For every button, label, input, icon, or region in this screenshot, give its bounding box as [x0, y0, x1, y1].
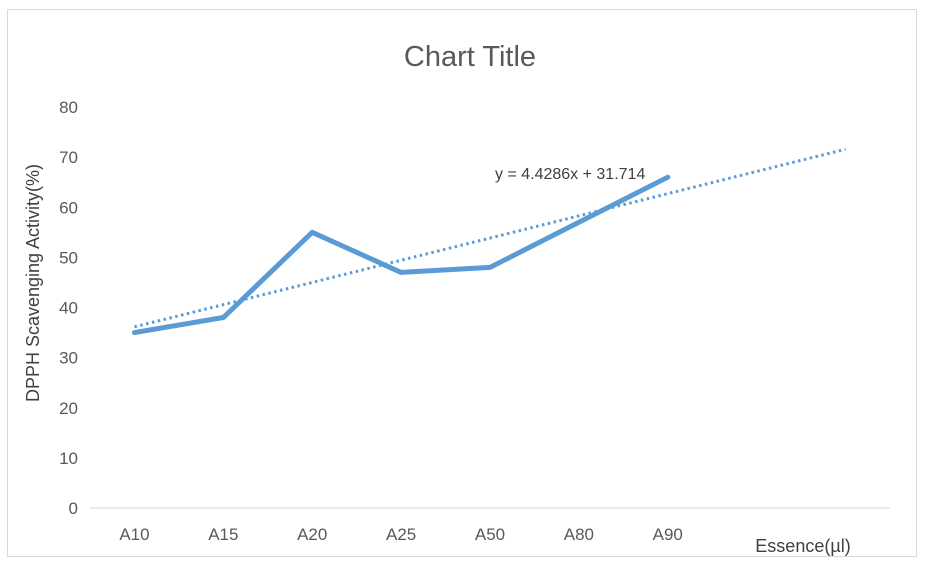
y-tick-label: 70 — [59, 148, 78, 167]
data-point — [133, 332, 135, 334]
trendline-equation: y = 4.4286x + 31.714 — [495, 166, 645, 183]
y-tick-label: 10 — [59, 449, 78, 468]
y-tick-label: 50 — [59, 248, 78, 267]
trendline-path — [134, 147, 846, 329]
x-tick-label: A20 — [297, 525, 327, 544]
x-axis-label: Essence(µl) — [755, 536, 850, 556]
y-axis-label: DPPH Scavenging Activity(%) — [23, 164, 43, 402]
series-line — [131, 174, 671, 336]
y-axis-ticks: 0 10 20 30 40 50 60 70 80 — [59, 98, 78, 518]
y-tick-label: 40 — [59, 299, 78, 318]
data-point — [489, 266, 491, 268]
chart-frame — [7, 9, 917, 557]
y-tick-label: 80 — [59, 98, 78, 117]
data-point — [311, 231, 313, 233]
x-tick-label: A10 — [119, 525, 149, 544]
data-point — [222, 317, 224, 319]
x-tick-label: A80 — [564, 525, 594, 544]
x-axis-ticks: A10 A15 A20 A25 A50 A80 A90 — [119, 525, 683, 544]
data-point — [667, 176, 669, 178]
y-tick-label: 0 — [69, 499, 78, 518]
x-tick-label: A15 — [208, 525, 238, 544]
y-tick-label: 60 — [59, 198, 78, 217]
data-series — [131, 174, 671, 336]
data-point — [400, 271, 402, 273]
y-tick-label: 20 — [59, 399, 78, 418]
data-point — [578, 221, 580, 223]
x-tick-label: A50 — [475, 525, 505, 544]
y-tick-label: 30 — [59, 349, 78, 368]
chart-title: Chart Title — [404, 41, 536, 73]
x-tick-label: A90 — [653, 525, 683, 544]
trendline — [134, 147, 846, 329]
x-tick-label: A25 — [386, 525, 416, 544]
